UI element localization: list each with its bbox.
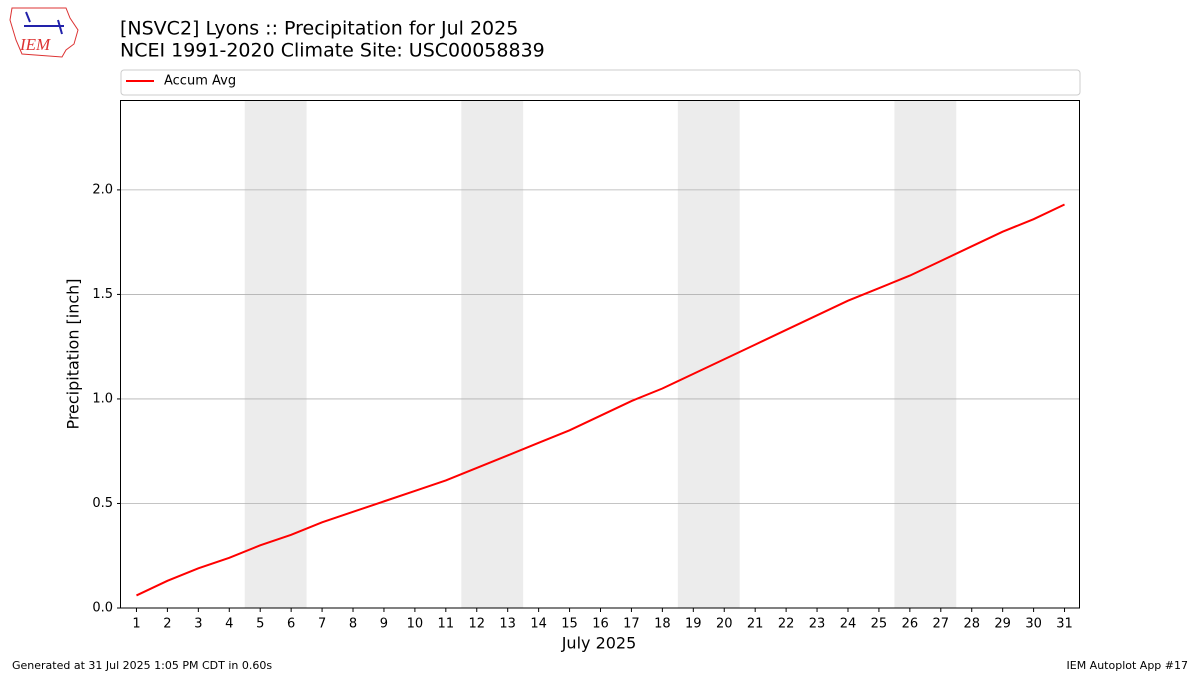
x-tick-label: 9	[380, 617, 388, 632]
weekend-shade	[677, 100, 740, 608]
logo: IEM	[9, 7, 79, 58]
y-tick-label: 0.0	[92, 601, 113, 616]
x-tick-label: 29	[994, 617, 1011, 632]
y-axis-label: Precipitation [inch]	[64, 278, 83, 429]
x-tick-label: 17	[623, 617, 640, 632]
series-line	[136, 203, 1065, 597]
x-tick-label: 23	[809, 617, 826, 632]
x-tick-label: 2	[163, 617, 171, 632]
logo-outline	[9, 7, 79, 58]
x-axis-label: July 2025	[561, 634, 637, 653]
chart-subtitle: NCEI 1991-2020 Climate Site: USC00058839	[120, 40, 545, 62]
y-tick-label: 1.5	[92, 287, 113, 302]
x-tick-label: 3	[194, 617, 202, 632]
footer-right: IEM Autoplot App #17	[1067, 659, 1189, 672]
x-tick-label: 7	[318, 617, 326, 632]
footer-left: Generated at 31 Jul 2025 1:05 PM CDT in …	[12, 659, 272, 672]
x-tick-label: 14	[530, 617, 547, 632]
x-tick-label: 31	[1056, 617, 1073, 632]
x-tick-label: 1	[132, 617, 140, 632]
x-tick-label: 24	[840, 617, 857, 632]
logo-text: IEM	[19, 35, 51, 54]
legend-label: Accum Avg	[164, 74, 236, 89]
x-tick-label: 27	[933, 617, 950, 632]
x-tick-label: 26	[902, 617, 919, 632]
x-tick-label: 15	[561, 617, 578, 632]
x-tick-label: 20	[716, 617, 733, 632]
x-tick-label: 19	[685, 617, 702, 632]
x-tick-label: 22	[778, 617, 795, 632]
logo-icon	[24, 11, 64, 35]
x-tick-label: 6	[287, 617, 295, 632]
weekend-shade	[244, 100, 307, 608]
plot-area	[121, 100, 1080, 609]
x-tick-label: 21	[747, 617, 764, 632]
x-tick-label: 10	[407, 617, 424, 632]
x-tick-label: 13	[499, 617, 516, 632]
x-tick-label: 25	[871, 617, 888, 632]
chart-title: [NSVC2] Lyons :: Precipitation for Jul 2…	[120, 18, 518, 40]
y-tick-label: 2.0	[92, 182, 113, 197]
y-tick-label: 0.5	[92, 496, 113, 511]
x-tick-label: 30	[1025, 617, 1042, 632]
x-tick-label: 4	[225, 617, 233, 632]
weekend-shade	[461, 100, 524, 608]
x-tick-label: 11	[438, 617, 455, 632]
weekend-shade	[894, 100, 957, 608]
x-tick-label: 12	[468, 617, 485, 632]
x-tick-label: 8	[349, 617, 357, 632]
y-tick-label: 1.0	[92, 391, 113, 406]
x-tick-label: 28	[963, 617, 980, 632]
legend-box	[120, 69, 1081, 96]
x-tick-label: 18	[654, 617, 671, 632]
x-tick-label: 5	[256, 617, 264, 632]
x-tick-label: 16	[592, 617, 609, 632]
